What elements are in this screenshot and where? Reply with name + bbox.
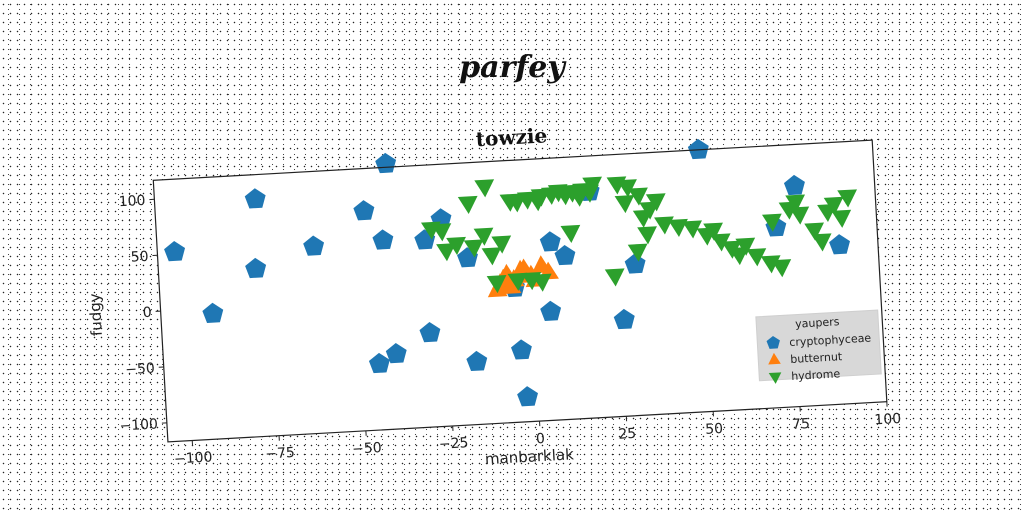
cryptophyceae-point [385, 343, 407, 364]
cryptophyceae-point [540, 300, 562, 321]
x-tick-label: −50 [352, 440, 382, 458]
hydrome-point [804, 222, 825, 241]
x-axis-label: manbarklak [484, 445, 574, 468]
hydrome-point [831, 209, 852, 228]
legend-title: yaupers [795, 315, 840, 330]
hydrome-point [486, 275, 507, 294]
x-tick-label: 0 [536, 431, 546, 447]
cryptophyceae-point [245, 257, 267, 279]
y-tick-label: 0 [142, 305, 152, 321]
cryptophyceae-legend-marker [766, 335, 780, 349]
butternut-legend-marker [768, 352, 781, 365]
x-tick-label: −75 [265, 445, 295, 463]
hydrome-point [761, 213, 782, 232]
x-tick-label: 50 [705, 421, 724, 438]
cryptophyceae-point [202, 302, 224, 324]
cryptophyceae-point [829, 234, 850, 255]
hydrome-point [531, 273, 552, 292]
hydrome-point [463, 239, 484, 258]
hydrome-point [582, 176, 603, 195]
hydrome-point [560, 224, 581, 244]
butternut-legend-label: butternut [790, 350, 843, 366]
hydrome-point [668, 218, 688, 238]
hydrome-point [614, 194, 635, 214]
cryptophyceae-point [353, 200, 375, 221]
hydrome-point [703, 222, 723, 241]
cryptophyceae-point [419, 322, 441, 343]
hydrome-point [481, 247, 502, 266]
hydrome-point [771, 259, 792, 278]
y-tick-label: −100 [119, 416, 158, 434]
cryptophyceae-point [303, 235, 325, 256]
y-tick-label: 50 [130, 249, 149, 266]
hydrome-point [746, 248, 767, 267]
cryptophyceae-legend-label: cryptophyceae [789, 331, 872, 349]
hydrome-point [420, 221, 441, 240]
hydrome-point [604, 268, 625, 287]
hydrome-point [436, 243, 456, 262]
hydrome-point [811, 233, 832, 252]
hydrome-point [735, 237, 756, 256]
y-tick-label: −50 [125, 361, 155, 379]
cryptophyceae-point [517, 386, 538, 407]
cryptophyceae-point [554, 244, 576, 266]
cryptophyceae-point [613, 308, 635, 330]
hydrome-point [789, 206, 810, 225]
hydrome-point [491, 235, 512, 254]
cryptophyceae-point [687, 138, 709, 160]
hydrome-point [637, 226, 657, 245]
hydrome-legend-marker [768, 372, 782, 384]
hydrome-point [823, 196, 844, 215]
x-tick-label: 25 [618, 426, 637, 443]
hydrome-point [474, 179, 495, 198]
cryptophyceae-point [783, 174, 805, 196]
cryptophyceae-point [164, 241, 186, 262]
cryptophyceae-point [244, 188, 266, 209]
chart-title: towzie [475, 123, 548, 151]
cryptophyceae-point [624, 253, 646, 274]
hydrome-point [628, 187, 648, 206]
hydrome-point [682, 220, 703, 239]
legend-box [755, 309, 882, 382]
x-tick-label: 100 [874, 411, 902, 428]
hydrome-point [760, 255, 781, 274]
y-tick-label: 100 [118, 193, 146, 210]
y-axis-label: fudgy [86, 293, 106, 337]
hydrome-point [457, 195, 478, 215]
x-tick-label: 75 [792, 416, 811, 433]
hydrome-point [446, 236, 466, 256]
hydrome-point [507, 272, 528, 291]
hydrome-legend-label: hydrome [791, 367, 841, 383]
hydrome-point [617, 179, 637, 198]
cryptophyceae-point [539, 231, 561, 252]
hydrome-point [710, 233, 731, 252]
hydrome-point [568, 188, 589, 207]
hydrome-point [785, 194, 806, 213]
cryptophyceae-point [466, 350, 488, 372]
hydrome-point [473, 227, 494, 246]
x-tick-label: −25 [439, 435, 469, 453]
x-tick-label: −100 [174, 449, 213, 467]
hydrome-point [837, 189, 858, 208]
cryptophyceae-point [368, 352, 390, 374]
cryptophyceae-point [372, 229, 394, 250]
cryptophyceae-point [510, 339, 532, 360]
hydrome-point [645, 193, 666, 212]
hydrome-point [627, 243, 648, 262]
figure-suptitle: parfey [459, 50, 565, 85]
